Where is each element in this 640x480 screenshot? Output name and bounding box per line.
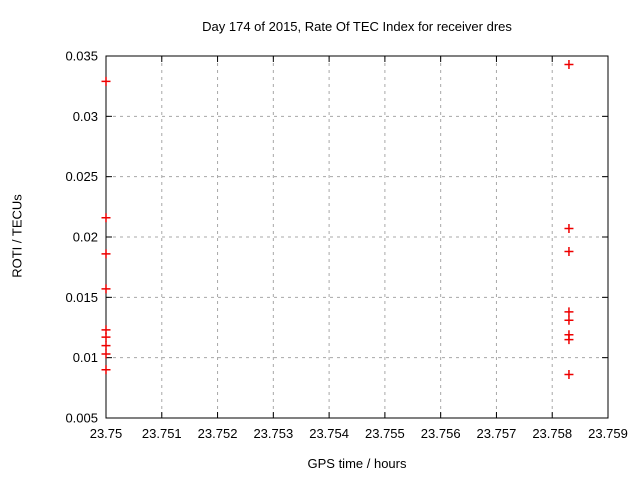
data-point-plus-marker <box>564 224 574 234</box>
x-tick-label: 23.75 <box>90 426 123 441</box>
data-point-plus-marker <box>101 332 111 342</box>
data-point-plus-marker <box>101 213 111 223</box>
y-tick-label: 0.01 <box>73 350 98 365</box>
data-point-plus-marker <box>101 284 111 294</box>
data-point-plus-marker <box>564 59 574 69</box>
y-tick-label: 0.015 <box>65 290 98 305</box>
x-tick-label: 23.755 <box>365 426 405 441</box>
y-tick-label: 0.005 <box>65 411 98 426</box>
x-tick-label: 23.752 <box>198 426 238 441</box>
data-point-plus-marker <box>564 370 574 380</box>
data-point-plus-marker <box>101 341 111 351</box>
x-tick-label: 23.751 <box>142 426 182 441</box>
data-point-plus-marker <box>564 246 574 256</box>
x-tick-label: 23.754 <box>309 426 349 441</box>
x-tick-label: 23.756 <box>421 426 461 441</box>
y-tick-label: 0.03 <box>73 109 98 124</box>
x-axis-label: GPS time / hours <box>307 456 407 471</box>
chart-title: Day 174 of 2015, Rate Of TEC Index for r… <box>202 19 512 34</box>
data-point-plus-marker <box>564 307 574 317</box>
plot-border <box>105 55 609 419</box>
x-tick-label: 23.759 <box>588 426 628 441</box>
x-tick-label: 23.758 <box>532 426 572 441</box>
y-tick-label: 0.02 <box>73 230 98 245</box>
data-point-plus-marker <box>564 335 574 345</box>
data-point-plus-marker <box>101 365 111 375</box>
data-point-plus-marker <box>101 76 111 86</box>
y-tick-label: 0.035 <box>65 49 98 64</box>
data-point-plus-marker <box>101 349 111 359</box>
y-tick-label: 0.025 <box>65 169 98 184</box>
x-tick-label: 23.757 <box>477 426 517 441</box>
data-point-plus-marker <box>564 315 574 325</box>
x-tick-label: 23.753 <box>253 426 293 441</box>
data-point-plus-marker <box>101 249 111 259</box>
